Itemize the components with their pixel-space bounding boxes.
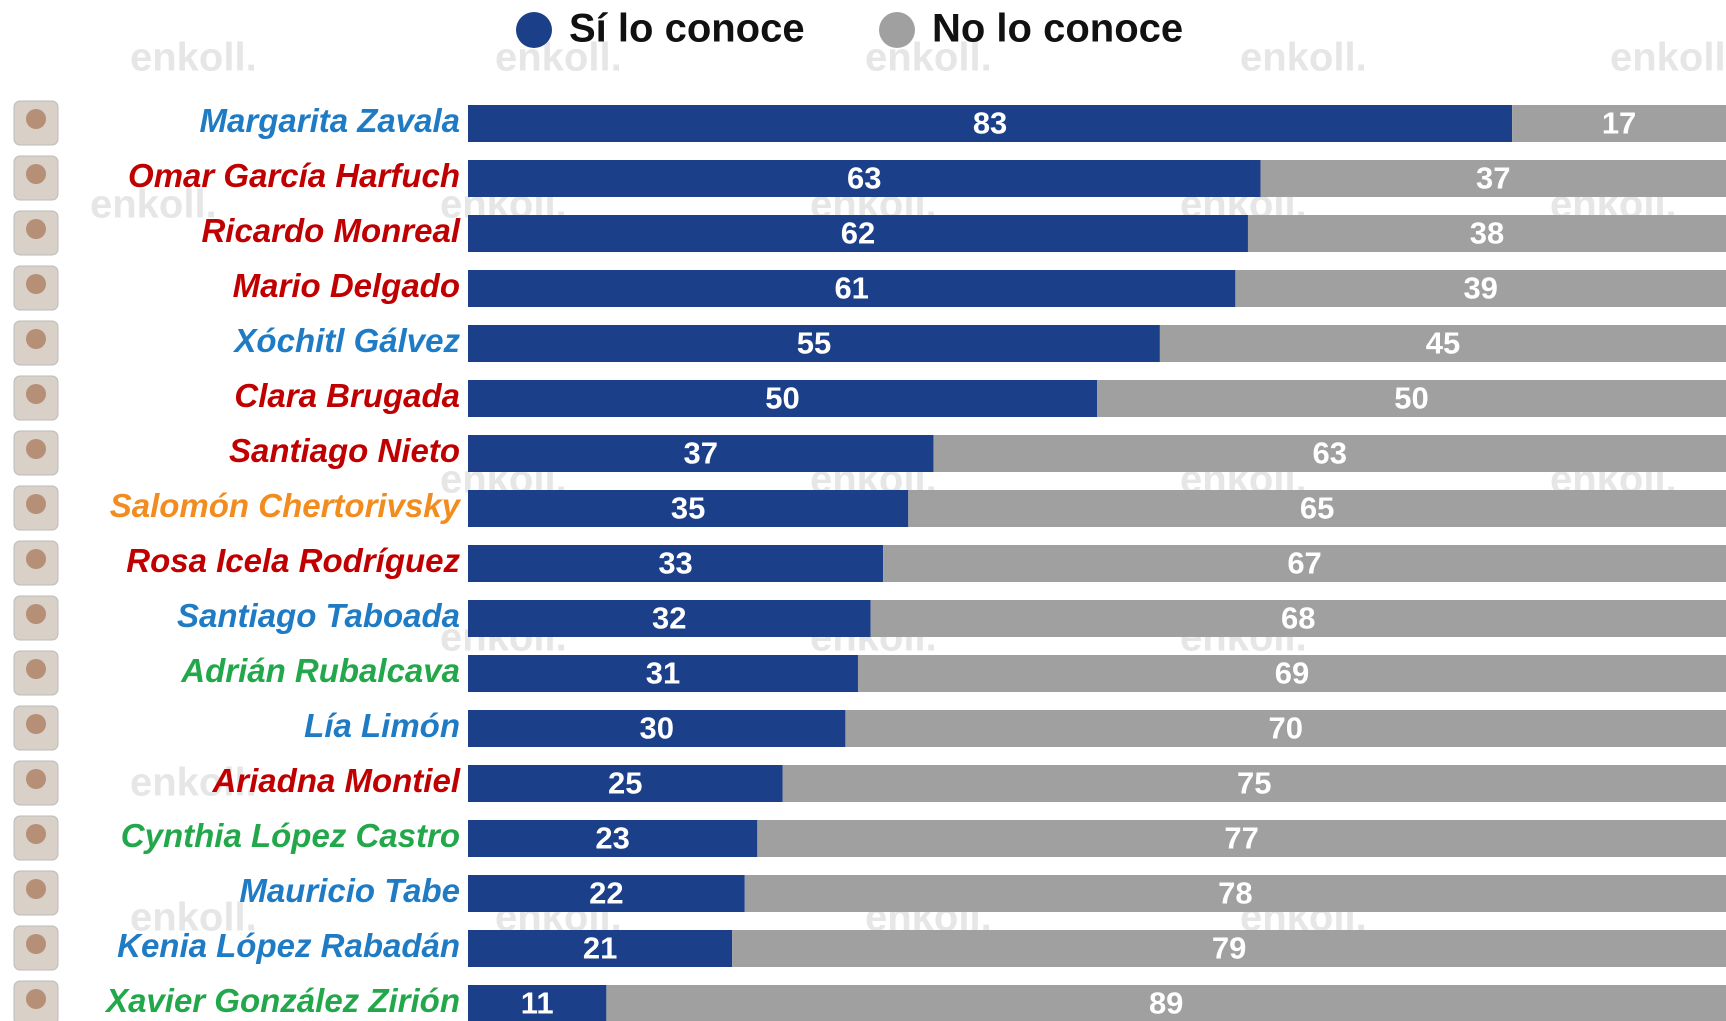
photo-face — [26, 879, 46, 899]
category-label: Clara Brugada — [234, 377, 460, 414]
value-label: 32 — [652, 601, 686, 636]
photo-face — [26, 659, 46, 679]
value-label: 65 — [1300, 491, 1334, 526]
photo-face — [26, 494, 46, 514]
photo-face — [26, 384, 46, 404]
value-label: 22 — [589, 876, 623, 911]
watermark: enkoll. — [1240, 36, 1367, 80]
category-label: Salomón Chertorivsky — [110, 487, 462, 524]
photo-face — [26, 604, 46, 624]
value-label: 37 — [1476, 161, 1510, 196]
value-label: 39 — [1463, 271, 1497, 306]
value-label: 11 — [521, 986, 554, 1021]
legend-swatch — [879, 12, 915, 48]
value-label: 89 — [1149, 986, 1183, 1021]
value-label: 69 — [1275, 656, 1309, 691]
category-label: Rosa Icela Rodríguez — [126, 542, 460, 579]
photo-face — [26, 714, 46, 734]
photo-face — [26, 549, 46, 569]
value-label: 67 — [1287, 546, 1321, 581]
value-label: 83 — [973, 106, 1007, 141]
category-label: Mauricio Tabe — [239, 872, 460, 909]
value-label: 70 — [1268, 711, 1302, 746]
value-label: 50 — [1394, 381, 1428, 416]
value-label: 45 — [1426, 326, 1460, 361]
value-label: 62 — [841, 216, 875, 251]
photo-face — [26, 274, 46, 294]
photo-face — [26, 164, 46, 184]
value-label: 63 — [1312, 436, 1346, 471]
value-label: 35 — [671, 491, 705, 526]
value-label: 79 — [1212, 931, 1246, 966]
legend-label: Sí lo conoce — [569, 7, 805, 51]
category-label: Kenia López Rabadán — [117, 927, 460, 964]
value-label: 31 — [646, 656, 680, 691]
value-label: 38 — [1470, 216, 1504, 251]
category-label: Ricardo Monreal — [201, 212, 460, 249]
chart: enkoll.enkoll.enkoll.enkoll.enkoll.enkol… — [0, 0, 1726, 1021]
photo-face — [26, 989, 46, 1009]
category-label: Omar García Harfuch — [128, 157, 460, 194]
value-label: 61 — [834, 271, 868, 306]
category-label: Mario Delgado — [233, 267, 460, 304]
value-label: 21 — [583, 931, 617, 966]
value-label: 33 — [658, 546, 692, 581]
value-label: 17 — [1602, 106, 1636, 141]
photo-face — [26, 109, 46, 129]
value-label: 78 — [1218, 876, 1252, 911]
legend-swatch — [516, 12, 552, 48]
legend-label: No lo conoce — [932, 7, 1183, 51]
category-label: Santiago Taboada — [177, 597, 460, 634]
value-label: 50 — [765, 381, 799, 416]
category-label: Xavier González Zirión — [104, 982, 460, 1019]
value-label: 30 — [639, 711, 673, 746]
photo-face — [26, 769, 46, 789]
value-label: 77 — [1224, 821, 1258, 856]
value-label: 75 — [1237, 766, 1271, 801]
value-label: 25 — [608, 766, 642, 801]
category-label: Santiago Nieto — [229, 432, 460, 469]
value-label: 37 — [683, 436, 717, 471]
value-label: 63 — [847, 161, 881, 196]
photo-face — [26, 329, 46, 349]
category-label: Adrián Rubalcava — [180, 652, 460, 689]
category-label: Cynthia López Castro — [121, 817, 460, 854]
photo-face — [26, 934, 46, 954]
category-label: Ariadna Montiel — [211, 762, 460, 799]
category-label: Margarita Zavala — [200, 102, 460, 139]
category-label: Xóchitl Gálvez — [232, 322, 460, 359]
watermark: enkoll. — [130, 36, 257, 80]
category-label: Lía Limón — [304, 707, 460, 744]
value-label: 68 — [1281, 601, 1315, 636]
photo-face — [26, 439, 46, 459]
value-label: 23 — [595, 821, 629, 856]
photo-face — [26, 824, 46, 844]
watermark: enkoll. — [1610, 36, 1726, 80]
photo-face — [26, 219, 46, 239]
value-label: 55 — [797, 326, 831, 361]
